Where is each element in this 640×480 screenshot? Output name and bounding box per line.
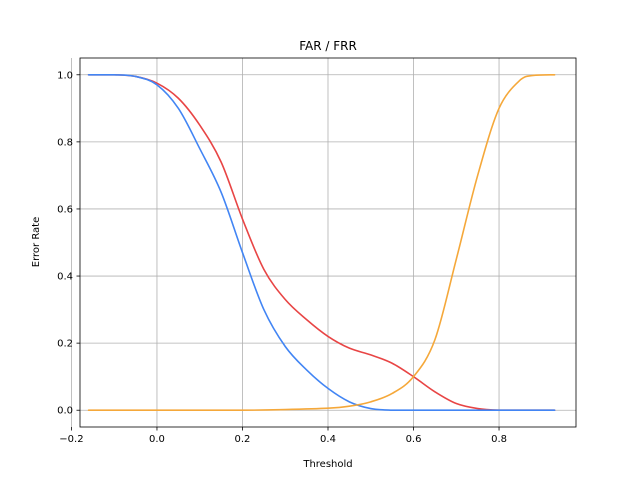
series-line-1 — [87, 73, 556, 412]
x-tick-label: −0.2 — [59, 434, 83, 445]
y-axis-label: Error Rate — [31, 217, 42, 267]
x-tick-label: 0.8 — [491, 434, 507, 445]
x-axis-ticks: −0.2 0.0 0.2 0.4 0.6 0.8 — [59, 427, 507, 445]
y-tick-label: 0.0 — [57, 406, 73, 417]
x-tick-label: 0.6 — [406, 434, 422, 445]
series-line-2 — [87, 73, 556, 412]
grid-lines — [71, 58, 576, 427]
y-tick-label: 0.2 — [57, 339, 73, 350]
y-tick-label: 0.4 — [57, 272, 73, 283]
chart-title: FAR / FRR — [299, 39, 357, 53]
y-axis-ticks: 0.0 0.2 0.4 0.6 0.8 1.0 — [57, 70, 80, 417]
series-line-3 — [87, 73, 556, 412]
x-axis-label: Threshold — [302, 459, 352, 470]
y-tick-label: 1.0 — [57, 70, 73, 81]
x-tick-label: 0.0 — [149, 434, 165, 445]
y-tick-label: 0.6 — [57, 204, 73, 215]
x-tick-label: 0.2 — [235, 434, 251, 445]
series-lines — [87, 73, 556, 412]
y-tick-label: 0.8 — [57, 137, 73, 148]
x-tick-label: 0.4 — [320, 434, 336, 445]
